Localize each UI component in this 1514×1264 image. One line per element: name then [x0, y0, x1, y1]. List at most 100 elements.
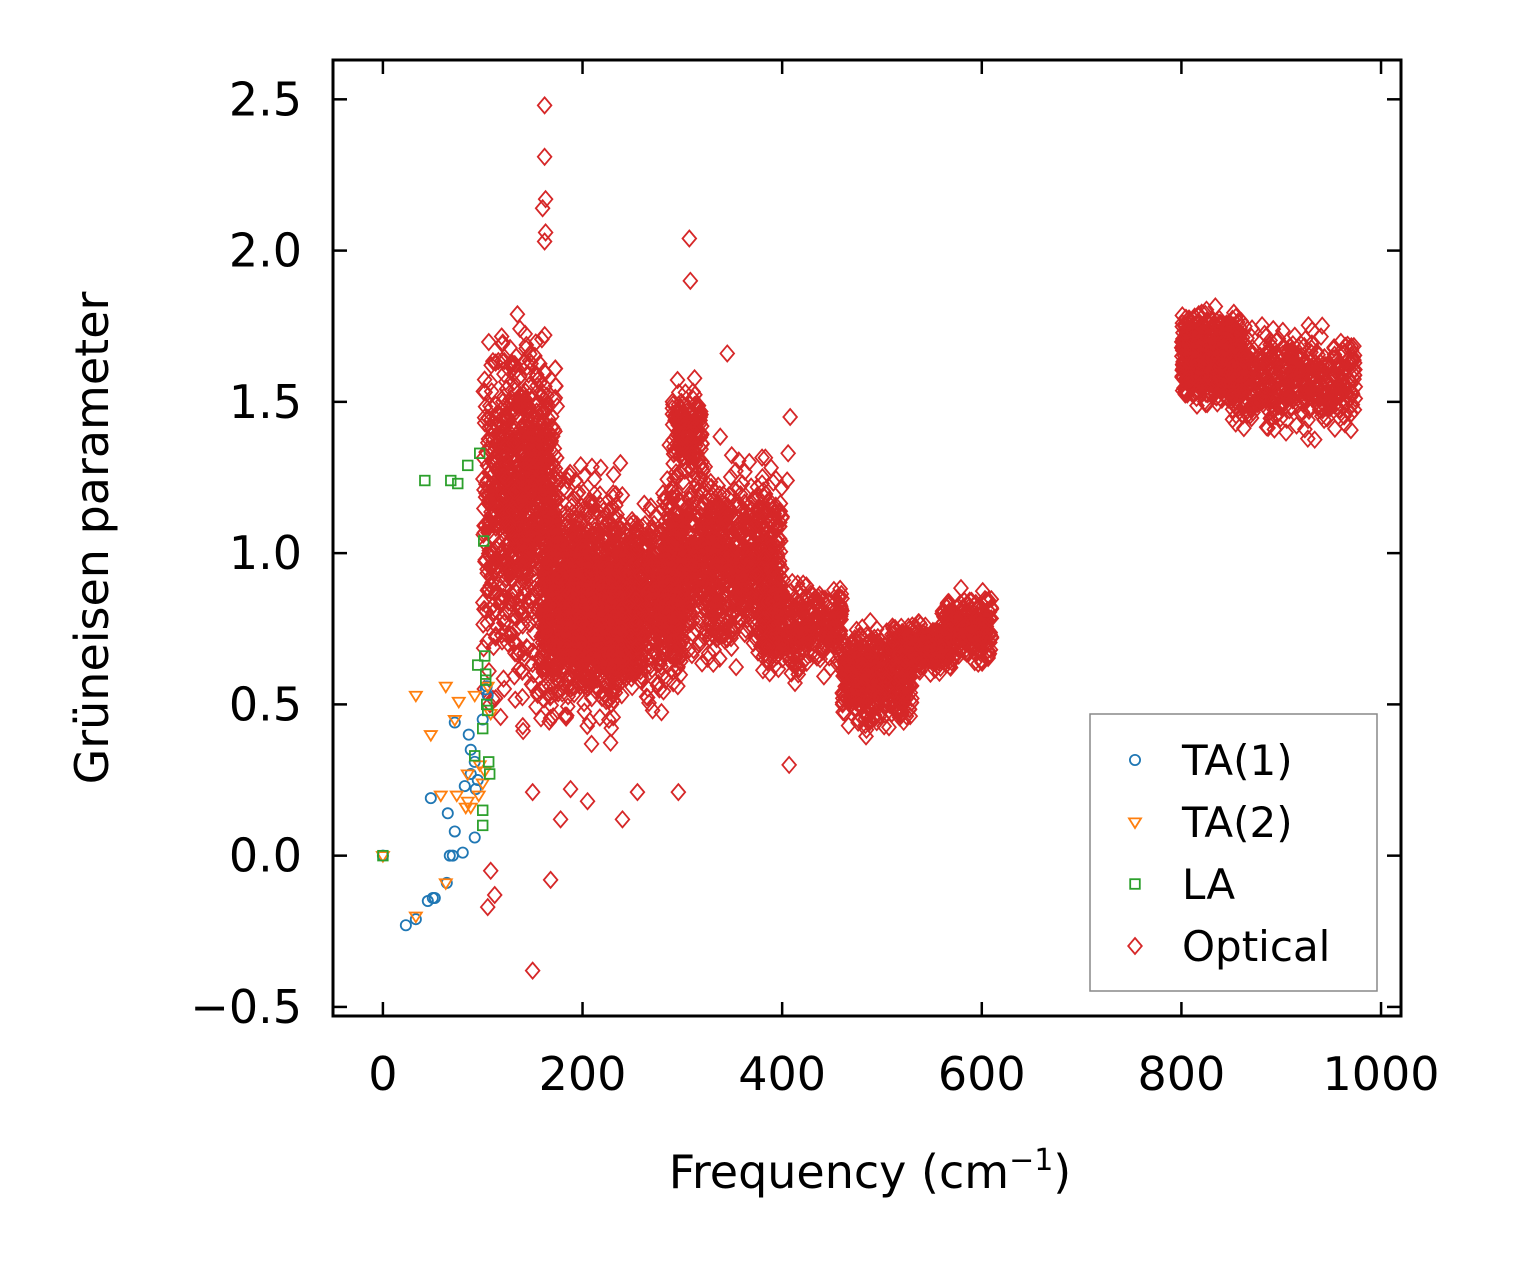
data-point — [546, 677, 563, 697]
data-point — [503, 584, 520, 604]
data-point — [527, 333, 544, 352]
data-point — [510, 422, 527, 442]
data-point — [535, 423, 552, 442]
data-point — [508, 582, 525, 602]
data-point — [580, 574, 596, 594]
data-point — [557, 571, 574, 591]
data-point — [585, 646, 602, 665]
data-point — [587, 617, 604, 637]
data-point — [579, 579, 596, 599]
data-point — [592, 495, 609, 515]
data-point — [514, 661, 531, 681]
data-point — [543, 546, 560, 566]
data-point — [502, 625, 519, 644]
data-point — [475, 448, 492, 468]
data-point — [554, 514, 571, 534]
data-point — [505, 372, 522, 392]
data-point — [507, 546, 524, 565]
data-point — [564, 677, 581, 697]
data-point — [513, 442, 530, 462]
data-point — [497, 623, 514, 643]
data-point — [526, 558, 543, 578]
data-point — [509, 304, 526, 324]
data-point — [480, 408, 496, 428]
data-point — [518, 637, 535, 657]
data-point — [523, 512, 540, 532]
data-point — [500, 534, 517, 554]
data-point — [481, 546, 498, 566]
data-point — [594, 513, 611, 533]
data-point — [573, 640, 590, 660]
data-point — [493, 351, 510, 371]
data-point — [536, 627, 553, 647]
data-point — [496, 396, 513, 416]
data-point — [480, 429, 497, 449]
data-point — [482, 576, 499, 595]
data-point — [514, 392, 531, 412]
data-point — [545, 505, 562, 525]
data-point — [514, 716, 531, 736]
data-point — [578, 614, 595, 634]
data-point — [579, 716, 596, 736]
data-point — [536, 485, 553, 504]
data-point — [555, 598, 572, 618]
data-point — [650, 673, 667, 693]
data-point — [499, 554, 516, 574]
data-point — [522, 600, 539, 620]
data-point — [535, 662, 552, 682]
data-point — [504, 418, 521, 438]
data-point — [561, 639, 578, 658]
data-point — [485, 637, 502, 657]
data-point — [517, 567, 534, 587]
data-point — [510, 369, 527, 388]
data-point — [538, 391, 555, 411]
data-point — [557, 706, 574, 726]
data-point — [524, 654, 541, 674]
data-point — [476, 370, 493, 390]
data-point — [600, 710, 617, 730]
data-point — [526, 409, 542, 429]
data-point — [507, 690, 524, 710]
data-point — [592, 485, 609, 504]
data-point — [547, 465, 564, 484]
data-point — [504, 354, 521, 373]
data-point — [476, 552, 493, 572]
data-point — [579, 670, 596, 690]
data-point — [558, 646, 575, 666]
data-point — [507, 643, 524, 663]
data-point — [524, 451, 541, 471]
data-point — [561, 466, 578, 486]
data-point — [568, 559, 585, 579]
data-point — [501, 514, 518, 534]
data-point — [481, 694, 498, 714]
data-point — [476, 408, 493, 427]
data-point — [484, 596, 501, 616]
data-point — [575, 482, 592, 502]
data-point — [487, 688, 504, 708]
data-point — [523, 488, 540, 507]
data-point — [605, 707, 622, 727]
data-point — [479, 632, 496, 651]
data-point — [479, 613, 496, 633]
data-point — [497, 372, 514, 392]
data-point — [564, 647, 581, 667]
data-point — [495, 467, 512, 486]
data-point — [524, 481, 541, 501]
data-point — [579, 584, 596, 604]
data-point — [518, 504, 535, 524]
data-point — [605, 465, 622, 485]
data-point — [566, 505, 583, 525]
data-point — [475, 615, 492, 634]
data-point — [496, 679, 513, 699]
data-point — [572, 652, 589, 672]
data-point — [572, 455, 589, 475]
data-point — [602, 733, 619, 753]
data-point — [545, 706, 562, 726]
data-point — [488, 616, 505, 636]
data-point — [521, 588, 538, 608]
data-point — [492, 707, 509, 727]
data-point — [550, 541, 566, 561]
data-point — [500, 465, 517, 485]
data-point — [586, 469, 603, 489]
data-point — [511, 386, 528, 406]
